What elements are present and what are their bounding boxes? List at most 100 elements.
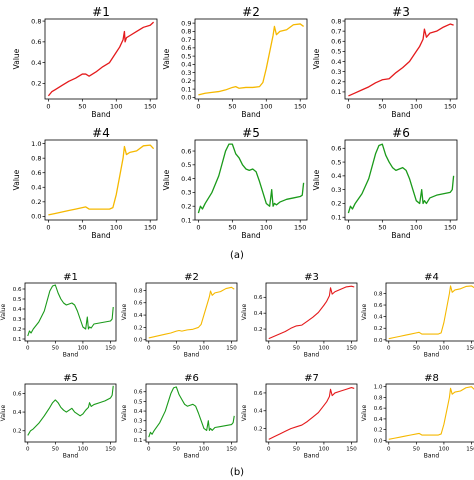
x-tick-label: 150 — [144, 224, 156, 232]
x-tick-label: 0 — [147, 346, 151, 352]
x-axis-label: Band — [241, 110, 260, 119]
y-tick-label: 0.8 — [181, 28, 191, 36]
x-tick-label: 150 — [294, 103, 306, 111]
y-axis-label: Value — [162, 169, 171, 190]
plot-frame — [385, 282, 474, 342]
x-tick-label: 100 — [110, 103, 122, 111]
series-line — [27, 385, 114, 436]
chart-panel: #3 0 50 100 150 0.1 0.2 0.3 0.4 0.5 0.6 0.7 0.8 Band V… — [312, 5, 458, 119]
x-tick-label: 150 — [144, 103, 156, 111]
chart-panel: #5 0 50 100 150 0.2 0.4 0.6 Band Value — [0, 373, 117, 460]
series-line — [47, 21, 155, 97]
x-tick-label: 50 — [228, 103, 236, 111]
y-tick-label: 0.1 — [181, 85, 191, 93]
chart-panel: #1 0 50 100 150 0.2 0.4 0.6 0.8 Band Value — [12, 5, 158, 119]
chart-panel: #6 0 50 100 150 0.1 0.2 0.3 0.4 0.5 0.6 Band Value — [312, 126, 458, 240]
chart-title: #8 — [424, 373, 439, 384]
y-tick-label: 0.8 — [331, 17, 341, 25]
y-axis-label: Value — [312, 48, 321, 69]
chart-title: #3 — [392, 5, 410, 19]
x-tick-label: 100 — [199, 447, 210, 453]
x-tick-label: 50 — [173, 447, 180, 453]
chart-panel: #4 0 50 100 150 0.0 0.2 0.4 0.6 0.8 Band Value — [361, 272, 474, 359]
y-tick-label: 0.4 — [31, 184, 41, 192]
y-tick-label: 0.6 — [181, 44, 191, 52]
y-tick-label: 0.1 — [134, 438, 143, 444]
y-tick-label: 0.0 — [31, 213, 41, 221]
x-tick-label: 50 — [173, 346, 180, 352]
plot-frame — [24, 282, 117, 342]
y-tick-label: 0.4 — [254, 311, 263, 317]
series-line — [198, 23, 304, 96]
y-axis-label: Value — [312, 169, 321, 190]
x-tick-label: 150 — [346, 447, 357, 453]
chart-title: #1 — [92, 5, 110, 19]
x-axis-label: Band — [63, 453, 79, 460]
x-tick-label: 50 — [293, 346, 300, 352]
x-tick-label: 100 — [439, 346, 450, 352]
x-tick-label: 50 — [378, 224, 386, 232]
x-tick-label: 50 — [52, 447, 59, 453]
y-axis-label: Value — [162, 48, 171, 69]
figure-label-b: (b) — [230, 467, 244, 478]
y-tick-label: 0.8 — [134, 288, 143, 294]
y-tick-label: 0.2 — [31, 80, 41, 88]
y-tick-label: 0.1 — [331, 88, 341, 96]
x-tick-label: 100 — [439, 447, 450, 453]
plot-frame — [145, 282, 238, 342]
plot-frame — [385, 383, 474, 443]
y-tick-label: 0.3 — [331, 68, 341, 76]
y-tick-label: 0.2 — [181, 77, 191, 85]
x-tick-label: 100 — [78, 447, 89, 453]
y-tick-label: 0.4 — [181, 175, 191, 183]
x-tick-label: 50 — [378, 103, 386, 111]
x-tick-label: 100 — [410, 224, 422, 232]
y-tick-label: 0.4 — [13, 410, 22, 416]
plot-frame — [344, 18, 458, 100]
chart-panel: #5 0 50 100 150 0.1 0.2 0.3 0.4 0.5 0.6 Band Value — [162, 126, 308, 240]
chart-panel: #2 0 50 100 150 0.00.10.20.30.40.50.60.70.80.… — [162, 5, 308, 119]
series-line — [27, 284, 114, 337]
y-tick-label: 0.6 — [374, 406, 383, 412]
chart-title: #4 — [424, 272, 439, 283]
y-tick-label: 0.2 — [374, 326, 383, 332]
y-tick-label: 0.2 — [134, 325, 143, 331]
chart-title: #3 — [304, 272, 319, 283]
x-tick-label: 150 — [444, 103, 456, 111]
y-tick-label: 0.8 — [374, 395, 383, 401]
y-tick-label: 1.0 — [374, 385, 383, 391]
x-tick-label: 0 — [387, 346, 391, 352]
y-tick-label: 0.6 — [254, 391, 263, 397]
x-tick-label: 0 — [346, 224, 350, 232]
y-tick-label: 0.1 — [13, 337, 22, 343]
x-tick-label: 0 — [267, 346, 271, 352]
y-axis-label: Value — [241, 404, 248, 421]
x-axis-label: Band — [241, 231, 260, 240]
chart-panel: #1 0 50 100 150 0.1 0.2 0.3 0.4 0.5 0.6 Band Value — [0, 272, 117, 359]
series-line — [268, 285, 355, 340]
y-tick-label: 0.6 — [181, 147, 191, 155]
x-tick-label: 0 — [26, 447, 30, 453]
y-tick-label: 0.4 — [134, 409, 143, 415]
y-tick-label: 0.1 — [181, 216, 191, 224]
x-axis-label: Band — [304, 352, 320, 359]
x-tick-label: 150 — [226, 447, 237, 453]
y-tick-label: 0.4 — [331, 172, 341, 180]
x-tick-label: 50 — [413, 346, 420, 352]
x-tick-label: 100 — [260, 103, 272, 111]
y-tick-label: 0.4 — [181, 61, 191, 69]
chart-title: #1 — [63, 272, 78, 283]
y-tick-label: 0.2 — [331, 78, 341, 86]
panels: #1 0 50 100 150 0.2 0.4 0.6 0.8 Band Value #2 0 50 100… — [0, 5, 474, 460]
x-axis-label: Band — [91, 110, 110, 119]
y-tick-label: 0.1 — [331, 214, 341, 222]
y-tick-label: 0.4 — [13, 307, 22, 313]
x-tick-label: 0 — [46, 224, 50, 232]
y-tick-label: 0.3 — [13, 317, 22, 323]
chart-title: #7 — [304, 373, 319, 384]
series-line — [48, 144, 155, 216]
chart-title: #6 — [392, 126, 410, 140]
chart-title: #6 — [184, 373, 199, 384]
x-tick-label: 0 — [26, 346, 30, 352]
